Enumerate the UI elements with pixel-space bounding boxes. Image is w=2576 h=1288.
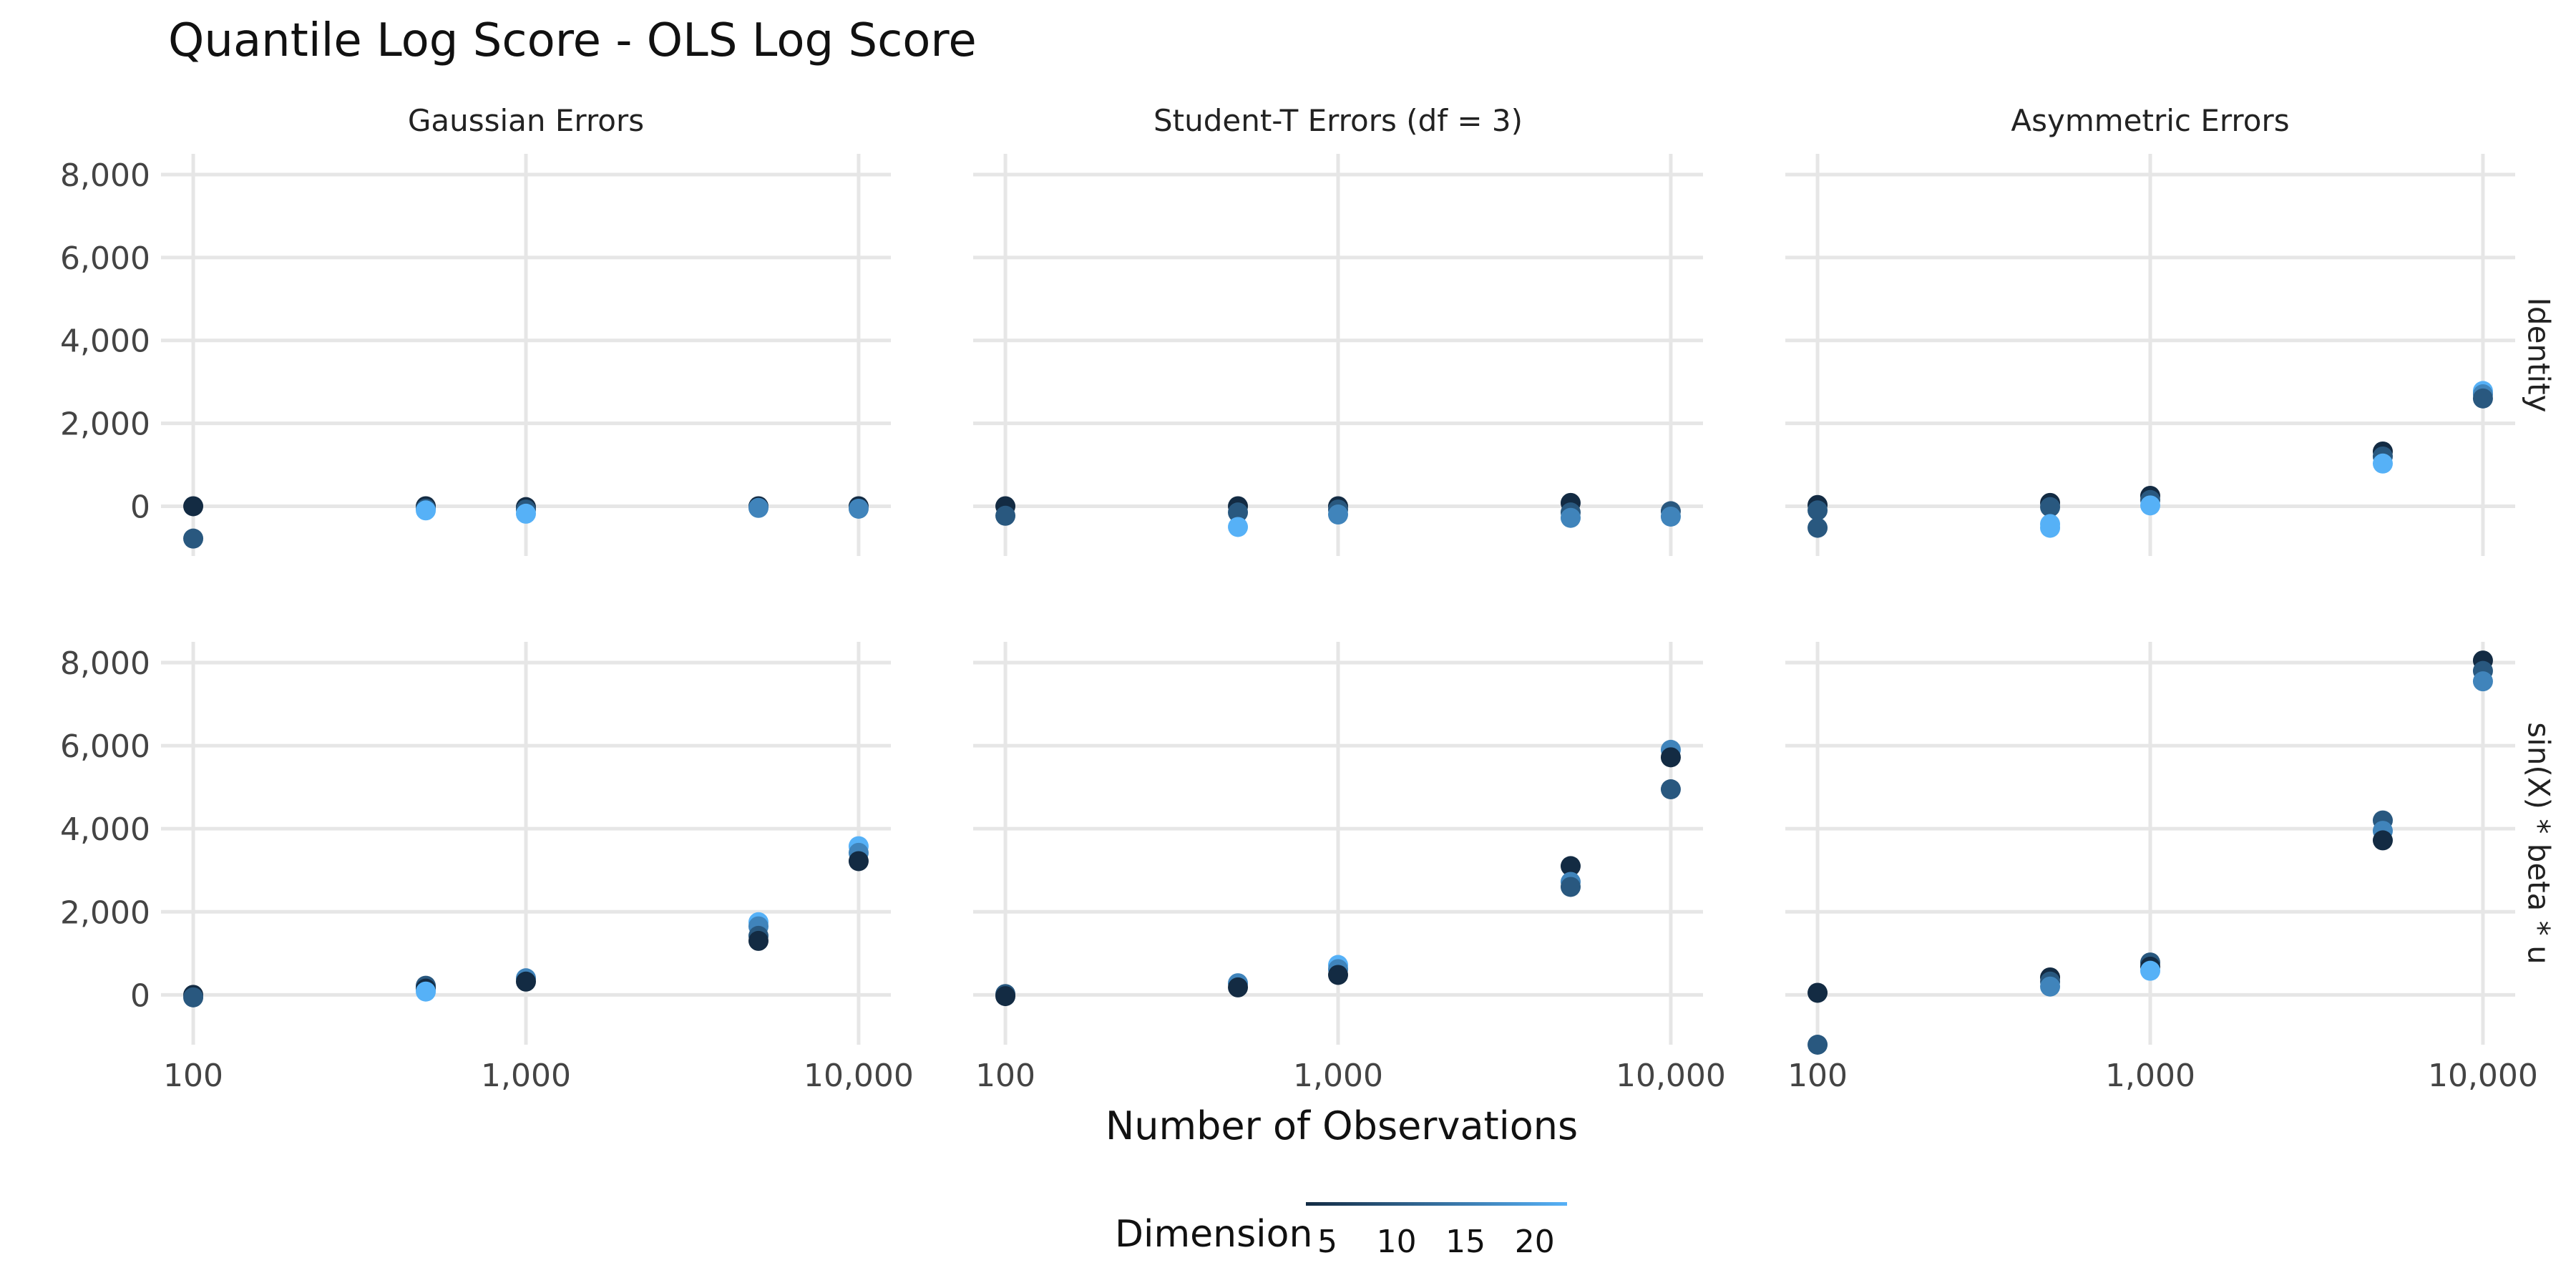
legend-label: 20 — [1515, 1224, 1555, 1260]
legend-label: 15 — [1445, 1224, 1485, 1260]
data-point — [2040, 976, 2061, 997]
panel-r1-c0 — [161, 642, 891, 1045]
data-point — [1807, 500, 1828, 521]
y-tick-label: 8,000 — [60, 157, 150, 194]
points-r0-c0 — [183, 496, 869, 549]
chart-title: Quantile Log Score - OLS Log Score — [168, 14, 977, 67]
data-point — [748, 497, 769, 518]
data-point — [995, 986, 1016, 1007]
data-point — [1560, 507, 1581, 528]
points-r1-c1 — [995, 739, 1681, 1007]
data-point — [2040, 517, 2061, 538]
data-point — [1807, 982, 1828, 1003]
data-point — [1228, 977, 1249, 997]
panels: Gaussian Errors Student-T Errors (df = 3)… — [60, 103, 2556, 1094]
column-strip-label: Gaussian Errors — [408, 103, 644, 138]
data-point — [1560, 877, 1581, 897]
data-point — [1660, 506, 1681, 527]
y-tick-label: 4,000 — [60, 323, 150, 360]
data-point — [183, 987, 204, 1008]
x-tick-label: 100 — [1787, 1058, 1848, 1094]
data-point — [2472, 671, 2493, 692]
legend-label: 10 — [1377, 1224, 1417, 1260]
data-point — [1328, 504, 1348, 525]
points-r0-c2 — [1807, 381, 2493, 538]
panel-r0-c1 — [973, 154, 1703, 556]
panel-r0-c0 — [161, 154, 891, 556]
y-tick-label: 4,000 — [60, 811, 150, 848]
data-point — [1228, 502, 1249, 523]
points-r1-c0 — [183, 836, 869, 1008]
x-tick-label: 10,000 — [2428, 1058, 2538, 1094]
x-tick-label: 1,000 — [481, 1058, 571, 1094]
y-tick-label: 0 — [130, 977, 150, 1014]
panel-r1-c2 — [1785, 642, 2515, 1045]
data-point — [1228, 517, 1249, 537]
x-tick-label: 10,000 — [804, 1058, 914, 1094]
data-point — [183, 496, 204, 517]
data-point — [516, 971, 536, 992]
y-tick-label: 0 — [130, 489, 150, 525]
x-tick-label: 100 — [163, 1058, 223, 1094]
legend-colorbar — [1306, 1202, 1567, 1206]
data-point — [1660, 779, 1681, 800]
data-point — [1560, 856, 1581, 877]
data-point — [2040, 497, 2061, 517]
data-point — [1660, 747, 1681, 768]
data-point — [516, 503, 536, 524]
points-r1-c2 — [1807, 650, 2493, 1055]
x-axis-title: Number of Observations — [1106, 1103, 1578, 1148]
data-point — [183, 528, 204, 549]
y-tick-label: 2,000 — [60, 406, 150, 443]
column-strip-label: Student-T Errors (df = 3) — [1153, 103, 1523, 138]
y-tick-label: 8,000 — [60, 645, 150, 682]
data-point — [995, 505, 1016, 526]
data-point — [748, 930, 769, 951]
x-tick-label: 10,000 — [1616, 1058, 1726, 1094]
row-strip-label: sin(X) * beta * u — [2522, 722, 2557, 964]
y-tick-label: 2,000 — [60, 894, 150, 931]
row-strip-label: Identity — [2522, 298, 2557, 413]
x-tick-label: 100 — [975, 1058, 1035, 1094]
x-tick-label: 1,000 — [2105, 1058, 2195, 1094]
data-point — [2372, 830, 2393, 851]
data-point — [848, 498, 869, 519]
data-point — [1807, 517, 1828, 538]
legend-title: Dimension — [1115, 1213, 1312, 1256]
data-point — [2140, 495, 2160, 516]
data-point — [2140, 960, 2160, 981]
legend-label: 5 — [1317, 1224, 1337, 1260]
data-point — [2372, 453, 2393, 474]
legend: Dimension 5 10 15 20 — [1115, 1202, 1567, 1260]
y-tick-label: 6,000 — [60, 728, 150, 765]
column-strip-label: Asymmetric Errors — [2011, 103, 2289, 138]
data-point — [848, 851, 869, 872]
points-r0-c1 — [995, 492, 1681, 537]
data-point — [416, 500, 436, 521]
y-tick-label: 6,000 — [60, 240, 150, 277]
data-point — [1807, 1035, 1828, 1055]
x-tick-label: 1,000 — [1293, 1058, 1383, 1094]
data-point — [1328, 965, 1348, 985]
data-point — [2472, 388, 2493, 409]
data-point — [416, 981, 436, 1002]
